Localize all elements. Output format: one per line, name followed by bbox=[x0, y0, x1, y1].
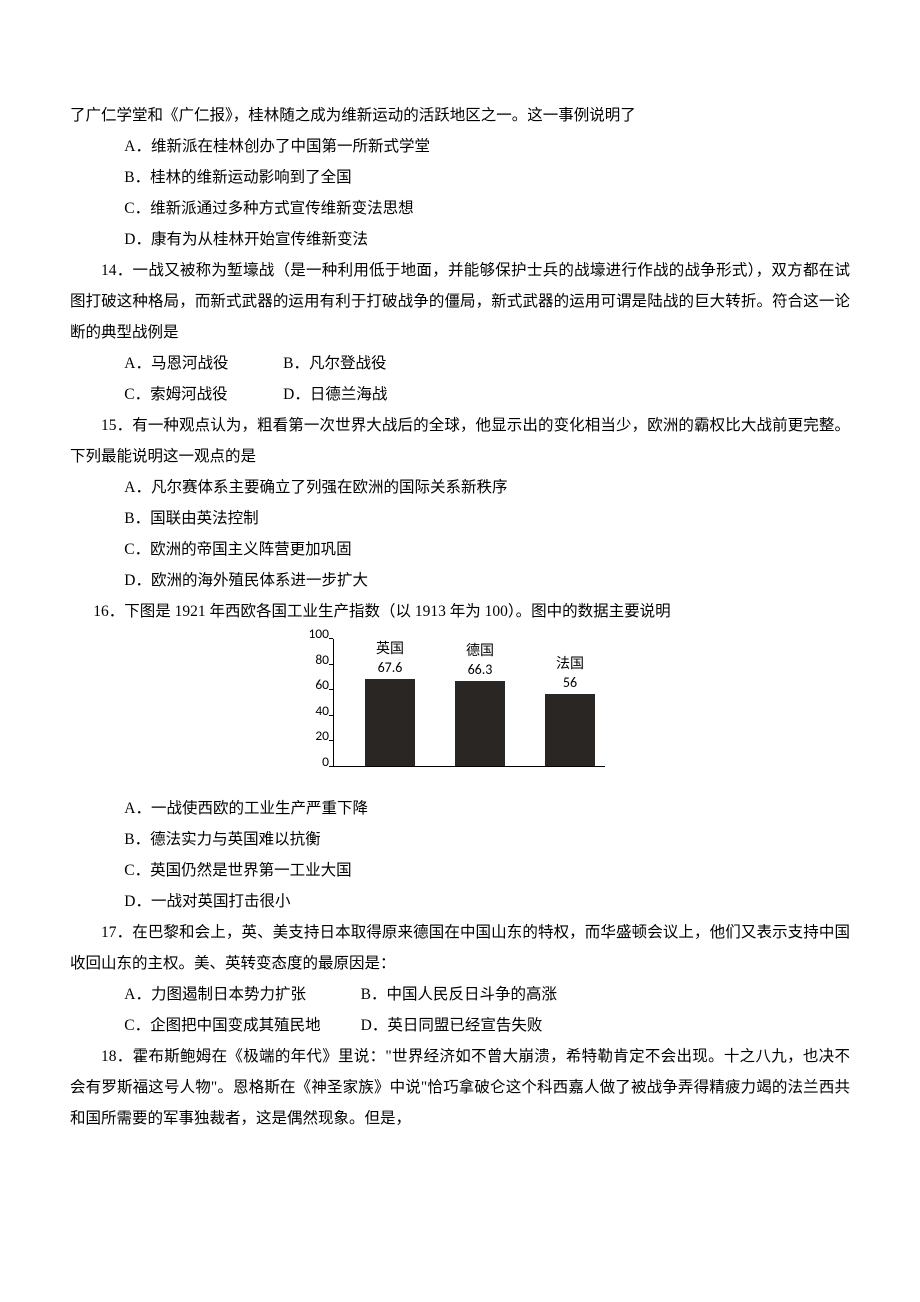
q16-opt-d: D．一战对英国打击很小 bbox=[70, 886, 850, 917]
y-tick bbox=[329, 740, 333, 741]
y-tick-label: 20 bbox=[303, 722, 329, 749]
y-tick-label: 40 bbox=[303, 697, 329, 724]
q15-opt-c: C．欧洲的帝国主义阵营更加巩固 bbox=[70, 534, 850, 565]
bar-法国 bbox=[545, 694, 595, 766]
bar-label: 英国67.6 bbox=[355, 641, 425, 677]
q18-stem: 18．霍布斯鲍姆在《极端的年代》里说："世界经济如不曾大崩溃，希特勒肯定不会出现… bbox=[70, 1041, 850, 1134]
q14-opts-row2: C．索姆河战役 D．日德兰海战 bbox=[70, 379, 850, 410]
q17-opt-b: B．中国人民反日斗争的高涨 bbox=[361, 979, 557, 1010]
y-axis bbox=[333, 639, 334, 767]
q17-opts-row2: C．企图把中国变成其殖民地 D．英日同盟已经宣告失败 bbox=[70, 1010, 850, 1041]
q17-stem: 17．在巴黎和会上，英、美支持日本取得原来德国在中国山东的特权，而华盛顿会议上，… bbox=[70, 917, 850, 979]
q14-opt-b: B．凡尔登战役 bbox=[283, 348, 386, 379]
q15-opt-a: A．凡尔赛体系主要确立了列强在欧洲的国际关系新秩序 bbox=[70, 472, 850, 503]
q17-opts-row1: A．力图遏制日本势力扩张 B．中国人民反日斗争的高涨 bbox=[70, 979, 850, 1010]
bar-label: 法国56 bbox=[535, 656, 605, 692]
q16-opt-a: A．一战使西欧的工业生产严重下降 bbox=[70, 793, 850, 824]
q13-opt-b: B．桂林的维新运动影响到了全国 bbox=[70, 162, 850, 193]
q16-stem: 16．下图是 1921 年西欧各国工业生产指数（以 1913 年为 100）。图… bbox=[70, 596, 850, 627]
exam-page: 了广仁学堂和《广仁报》，桂林随之成为维新运动的活跃地区之一。这一事例说明了 A．… bbox=[0, 0, 920, 1204]
q15-opt-b: B．国联由英法控制 bbox=[70, 503, 850, 534]
q15-stem: 15．有一种观点认为，粗看第一次世界大战后的全球，他显示出的变化相当少，欧洲的霸… bbox=[70, 410, 850, 472]
q13-opt-c: C．维新派通过多种方式宣传维新变法思想 bbox=[70, 193, 850, 224]
q13-opt-d: D．康有为从桂林开始宣传维新变法 bbox=[70, 224, 850, 255]
q15-opt-d: D．欧洲的海外殖民体系进一步扩大 bbox=[70, 565, 850, 596]
bar-英国 bbox=[365, 679, 415, 766]
bar-label: 德国66.3 bbox=[445, 643, 515, 679]
q14-opt-d: D．日德兰海战 bbox=[283, 379, 387, 410]
chart-container: 020406080100英国67.6德国66.3法国56 bbox=[70, 633, 850, 783]
y-tick-label: 80 bbox=[303, 646, 329, 673]
q13-trail: 了广仁学堂和《广仁报》，桂林随之成为维新运动的活跃地区之一。这一事例说明了 bbox=[70, 100, 850, 131]
q14-opt-a: A．马恩河战役 bbox=[124, 348, 279, 379]
q14-opt-c: C．索姆河战役 bbox=[124, 379, 279, 410]
y-tick bbox=[329, 766, 333, 767]
q16-opt-b: B．德法实力与英国难以抗衡 bbox=[70, 824, 850, 855]
y-tick bbox=[329, 664, 333, 665]
y-tick bbox=[329, 638, 333, 639]
y-tick-label: 100 bbox=[303, 620, 329, 647]
y-tick bbox=[329, 715, 333, 716]
bar-德国 bbox=[455, 681, 505, 766]
y-tick-label: 60 bbox=[303, 671, 329, 698]
q13-opt-a: A．维新派在桂林创办了中国第一所新式学堂 bbox=[70, 131, 850, 162]
q17-opt-a: A．力图遏制日本势力扩张 bbox=[124, 979, 357, 1010]
q14-stem: 14．一战又被称为堑壕战（是一种利用低于地面，并能够保护士兵的战壕进行作战的战争… bbox=[70, 255, 850, 348]
y-tick bbox=[329, 689, 333, 690]
q17-opt-d: D．英日同盟已经宣告失败 bbox=[361, 1010, 543, 1041]
x-axis bbox=[333, 766, 605, 767]
q17-opt-c: C．企图把中国变成其殖民地 bbox=[124, 1010, 357, 1041]
q14-opts-row1: A．马恩河战役 B．凡尔登战役 bbox=[70, 348, 850, 379]
industrial-index-chart: 020406080100英国67.6德国66.3法国56 bbox=[305, 633, 615, 783]
q16-opt-c: C．英国仍然是世界第一工业大国 bbox=[70, 855, 850, 886]
y-tick-label: 0 bbox=[303, 748, 329, 775]
